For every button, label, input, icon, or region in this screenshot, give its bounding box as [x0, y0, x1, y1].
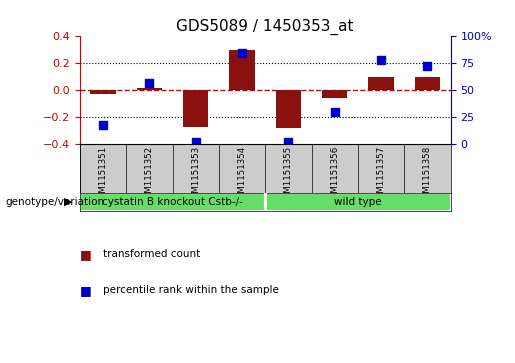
Point: [192, 139, 200, 145]
Text: GSM1151358: GSM1151358: [423, 146, 432, 204]
Point: [99, 122, 107, 128]
Text: genotype/variation: genotype/variation: [5, 196, 104, 207]
Point: [284, 139, 293, 145]
Point: [423, 62, 432, 68]
Bar: [90, 90, 116, 94]
Bar: [368, 77, 394, 90]
Text: GSM1151355: GSM1151355: [284, 146, 293, 204]
Point: [145, 80, 153, 86]
Text: cystatin B knockout Cstb-/-: cystatin B knockout Cstb-/-: [102, 196, 243, 207]
Bar: [229, 50, 255, 90]
Bar: [80, 192, 265, 211]
Point: [238, 50, 246, 56]
Text: GSM1151352: GSM1151352: [145, 146, 154, 204]
Text: GSM1151353: GSM1151353: [191, 146, 200, 204]
Text: transformed count: transformed count: [103, 249, 200, 259]
Text: ■: ■: [80, 284, 92, 297]
Text: GSM1151356: GSM1151356: [330, 146, 339, 204]
Text: GSM1151354: GSM1151354: [237, 146, 247, 204]
Bar: [276, 90, 301, 128]
Bar: [136, 88, 162, 90]
Text: wild type: wild type: [334, 196, 382, 207]
Text: ▶: ▶: [63, 196, 72, 207]
Text: GSM1151357: GSM1151357: [376, 146, 386, 204]
Bar: [415, 77, 440, 90]
Text: GSM1151351: GSM1151351: [98, 146, 108, 204]
Text: percentile rank within the sample: percentile rank within the sample: [103, 285, 279, 295]
Point: [331, 109, 339, 115]
Title: GDS5089 / 1450353_at: GDS5089 / 1450353_at: [177, 19, 354, 35]
Bar: [183, 90, 209, 127]
Text: ■: ■: [80, 248, 92, 261]
Point: [377, 57, 385, 63]
Bar: [322, 90, 348, 98]
Bar: [265, 192, 451, 211]
